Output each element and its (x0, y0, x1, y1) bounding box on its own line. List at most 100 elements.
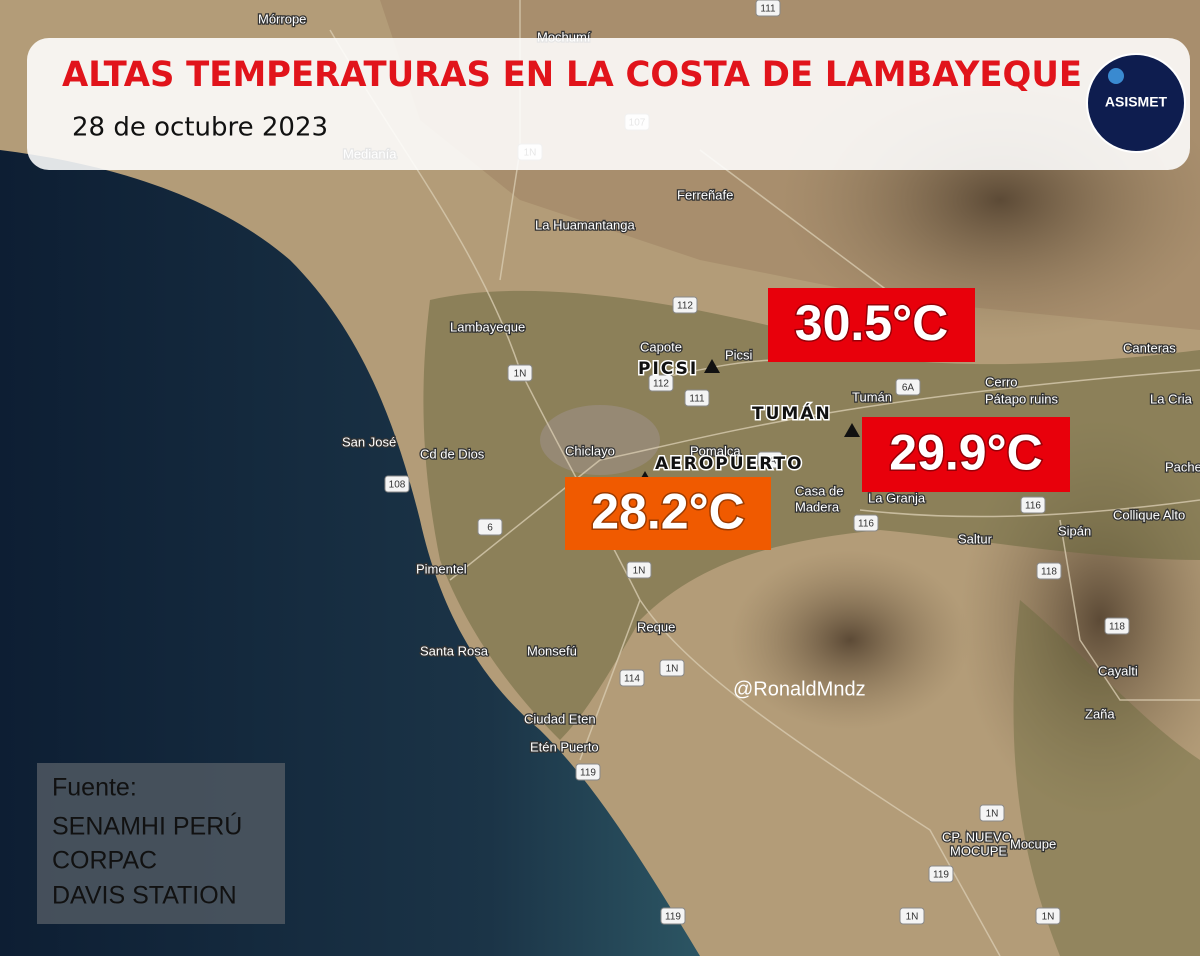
route-number: 118 (1041, 567, 1057, 578)
place-label: Ferreñafe (677, 187, 733, 202)
route-shield (1104, 617, 1130, 635)
place-label: Collique Alto (1113, 507, 1185, 522)
route-shield (1035, 907, 1061, 925)
route-shield (899, 907, 925, 925)
city (540, 405, 660, 475)
route-shield (384, 475, 410, 493)
place-label: Mocupe (1010, 836, 1056, 851)
route-shield (575, 763, 601, 781)
place-label: Sipán (1058, 523, 1091, 538)
route-shield (757, 451, 783, 469)
station-name: AEROPUERTO (655, 454, 804, 474)
place-label: Capote (640, 339, 682, 354)
route-number: 1N (906, 912, 919, 923)
station-marker (704, 359, 720, 373)
place-label: Santa Rosa (420, 643, 489, 658)
route-shield (659, 659, 685, 677)
place-label: La Cria (1150, 391, 1193, 406)
route-shield (928, 865, 954, 883)
route-number: 111 (689, 394, 705, 405)
place-label: Lambayeque (450, 319, 525, 334)
route-number: 108 (389, 480, 406, 491)
source-line: DAVIS STATION (52, 882, 237, 910)
temperature-value: 30.5°C (795, 295, 948, 351)
route-number: 114 (624, 674, 640, 685)
place-label: Monsefú (527, 643, 577, 658)
place-label: San José (342, 434, 396, 449)
temperature-value: 29.9°C (889, 425, 1042, 481)
temperature-box (862, 417, 1070, 492)
place-label: La Huamantanga (535, 217, 636, 232)
place-label: Pátapo ruins (985, 391, 1058, 406)
route-number: 1N (986, 809, 999, 820)
place-label: Madera (795, 499, 840, 514)
route-shield (1020, 496, 1046, 514)
route-number: 112 (677, 301, 693, 312)
temperature-box (768, 288, 975, 362)
mountains (730, 550, 970, 730)
ocean (0, 150, 700, 956)
place-label: Reque (637, 619, 675, 634)
temperature-box (565, 477, 771, 550)
place-label: Pomalca (690, 443, 741, 458)
route-number: 1N (633, 566, 646, 577)
route-number: 111 (760, 4, 776, 15)
farmland (423, 290, 1200, 740)
place-label: Cerro (985, 374, 1018, 389)
temperature-value: 28.2°C (591, 484, 744, 540)
route-number: 6A (764, 456, 777, 467)
place-label: MOCUPE (950, 843, 1007, 858)
place-label: Tumán (852, 389, 892, 404)
route-number: 1N (514, 369, 527, 380)
route-shield (619, 669, 645, 687)
place-label: Cd de Dios (420, 446, 485, 461)
route-number: 116 (858, 519, 874, 530)
route-shield (895, 378, 921, 396)
place-label: Canteras (1123, 340, 1176, 355)
logo-globe (1108, 68, 1124, 84)
route-shield (477, 518, 503, 536)
place-label: Etén Puerto (530, 739, 599, 754)
station-name: TUMÁN (752, 402, 832, 424)
route-number: 112 (653, 379, 669, 390)
credit: @RonaldMndz (733, 678, 866, 700)
route-shield (672, 296, 698, 314)
logo-text: ASISMET (1105, 94, 1168, 110)
route-shield (626, 561, 652, 579)
place-label: Cayalti (1098, 663, 1138, 678)
source-line: SENAMHI PERÚ (52, 812, 242, 841)
place-label: CP. NUEVO (942, 829, 1012, 844)
route-shield (979, 804, 1005, 822)
header-title: ALTAS TEMPERATURAS EN LA COSTA DE LAMBAY… (62, 55, 1082, 95)
place-label: Mórrope (258, 11, 306, 26)
route-shield (755, 0, 781, 17)
place-label: Casa de (795, 483, 843, 498)
route-number: 1N (1042, 912, 1055, 923)
place-label: Chiclayo (565, 443, 615, 458)
route-number: 119 (580, 768, 596, 779)
farmland (1013, 600, 1200, 956)
route-number: 118 (1109, 622, 1125, 633)
route-shield (507, 364, 533, 382)
route-number: 6 (487, 523, 493, 534)
place-label: Zaña (1085, 706, 1115, 721)
route-number: 1N (666, 664, 679, 675)
route-number: 116 (1025, 501, 1041, 512)
place-label: Ciudad Eten (524, 711, 596, 726)
route-number: 6A (902, 383, 915, 394)
place-label: Saltur (958, 531, 993, 546)
route-number: 119 (665, 912, 681, 923)
route-shield (660, 907, 686, 925)
source-line: CORPAC (52, 847, 157, 875)
route-shield (1036, 562, 1062, 580)
station-marker (844, 423, 860, 437)
place-label: Picsi (725, 347, 753, 362)
route-shield (853, 514, 879, 532)
place-label: Pimentel (416, 561, 467, 576)
route-shield (648, 374, 674, 392)
route-number: 119 (933, 870, 949, 881)
header-panel (27, 38, 1190, 170)
source-heading: Fuente: (52, 774, 137, 802)
